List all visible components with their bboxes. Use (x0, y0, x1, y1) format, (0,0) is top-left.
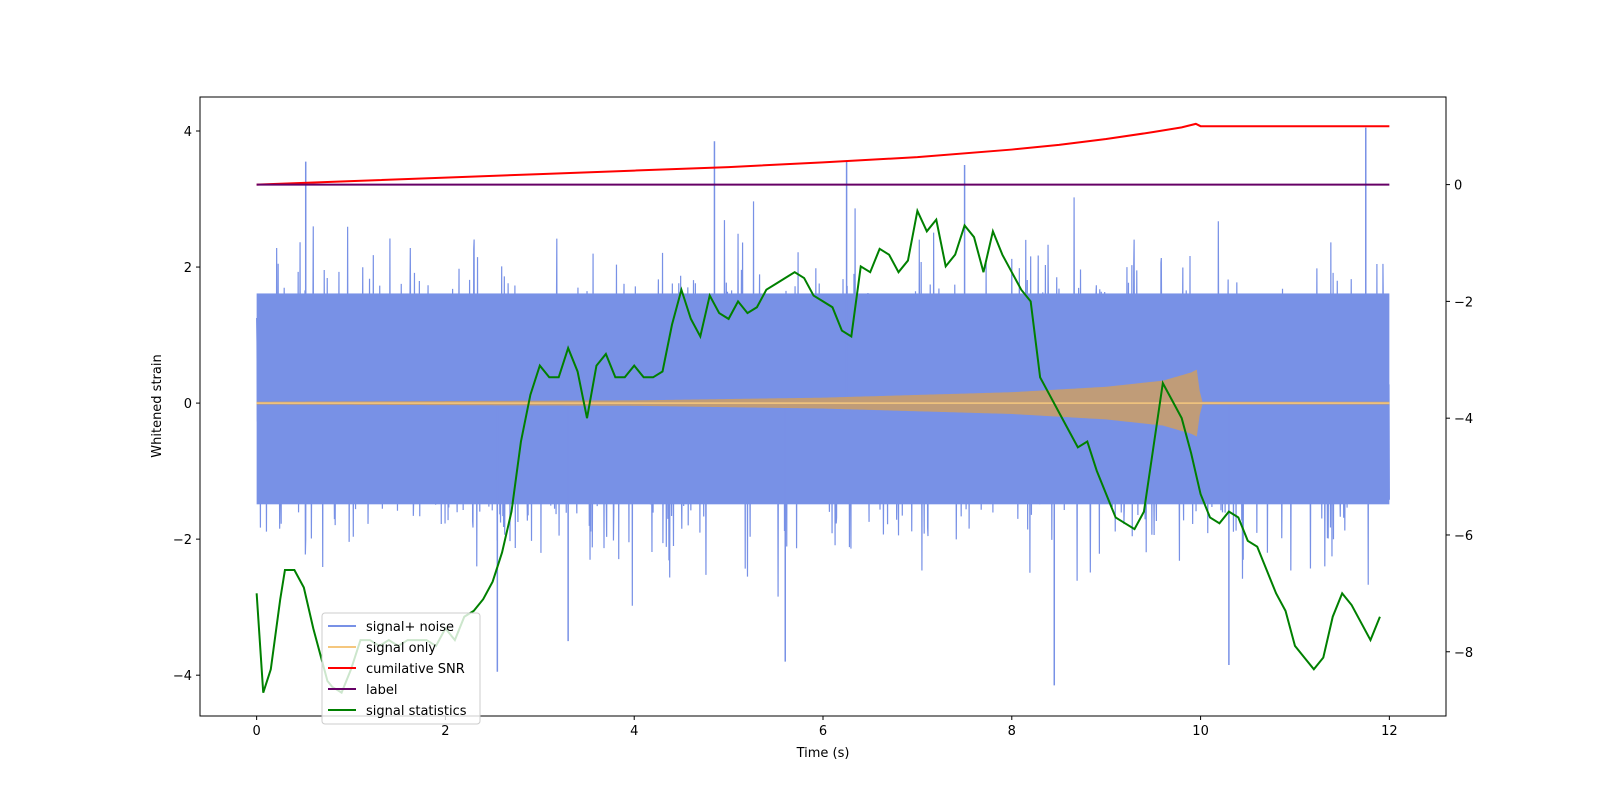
y-right-tick-label: −2 (1454, 295, 1473, 310)
x-axis-label: Time (s) (796, 746, 850, 761)
y-right-tick-label: −4 (1454, 412, 1473, 427)
y-right-tick-label: −6 (1454, 529, 1473, 544)
legend-label-signal-noise: signal+ noise (366, 620, 454, 635)
y-left-tick-label: 2 (184, 261, 192, 276)
signal-only-series (256, 369, 1390, 437)
x-tick-label: 6 (819, 724, 827, 739)
x-tick-label: 4 (630, 724, 638, 739)
y-right-tick-label: −8 (1454, 646, 1473, 661)
x-axis-ticks: 0 2 4 6 8 10 12 (252, 716, 1398, 739)
x-tick-label: 2 (441, 724, 449, 739)
legend-label-signal-only: signal only (366, 641, 436, 656)
x-tick-label: 8 (1008, 724, 1016, 739)
y-left-tick-label: −4 (173, 669, 192, 684)
legend-label-signal-statistics: signal statistics (366, 704, 467, 719)
legend-label-label: label (366, 683, 397, 698)
legend-label-cumulative-snr: cumilative SNR (366, 662, 465, 677)
y-left-tick-label: −2 (173, 533, 192, 548)
y-axis-label: Whitened strain (150, 354, 165, 457)
legend-box (321, 612, 481, 725)
y-left-tick-label: 0 (184, 397, 192, 412)
y-right-axis-ticks: −8 −6 −4 −2 0 (1446, 179, 1473, 661)
plot-area (255, 122, 1390, 695)
x-tick-label: 10 (1192, 724, 1209, 739)
y-right-tick-label: 0 (1454, 179, 1462, 194)
y-left-axis-ticks: −4 −2 0 2 4 (173, 125, 200, 684)
series-cumulative-snr-line (256, 122, 1390, 186)
x-tick-label: 0 (252, 724, 260, 739)
legend: signal+ noise signal only cumilative SNR… (321, 612, 481, 725)
x-tick-label: 12 (1381, 724, 1398, 739)
y-left-tick-label: 4 (184, 125, 192, 140)
